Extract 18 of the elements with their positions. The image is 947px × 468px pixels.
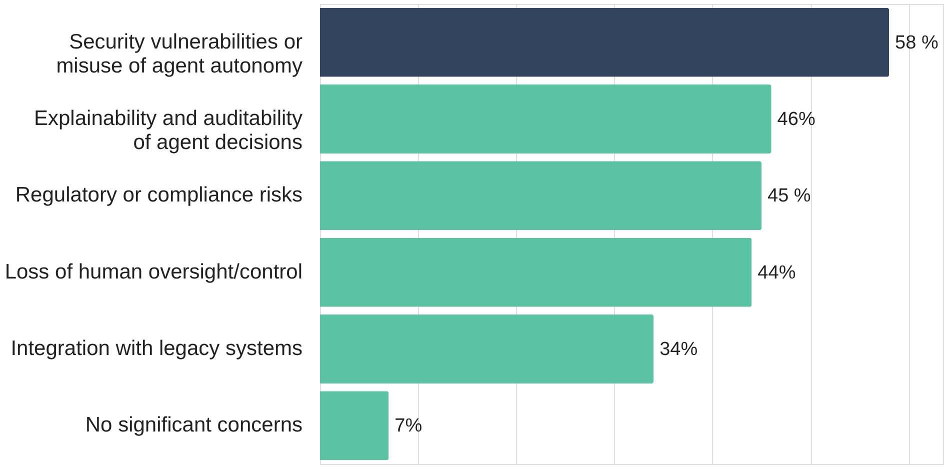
data-label: 44%: [758, 262, 796, 284]
y-tick-label: Integration with legacy systems: [10, 337, 302, 360]
data-label: 46%: [777, 109, 816, 130]
data-label: 34%: [660, 339, 698, 360]
y-tick-label: Regulatory or compliance risks: [15, 184, 302, 207]
bar: [320, 391, 389, 460]
y-tick-label: Security vulnerabilities or misuse of agent autonomy: [56, 30, 303, 78]
y-tick-label: Loss of human oversight/control: [4, 260, 302, 284]
bar: [320, 161, 762, 230]
bar: [320, 238, 752, 307]
y-tick-label: No significant concerns: [85, 414, 302, 437]
data-label: 7%: [394, 416, 422, 437]
bar: [320, 8, 890, 77]
bar: [320, 314, 654, 384]
bar: [320, 84, 772, 154]
data-label: 45 %: [767, 186, 811, 207]
y-tick-label: Explainability and auditability of agent decisions: [34, 107, 303, 154]
data-label: 58 %: [895, 32, 938, 54]
